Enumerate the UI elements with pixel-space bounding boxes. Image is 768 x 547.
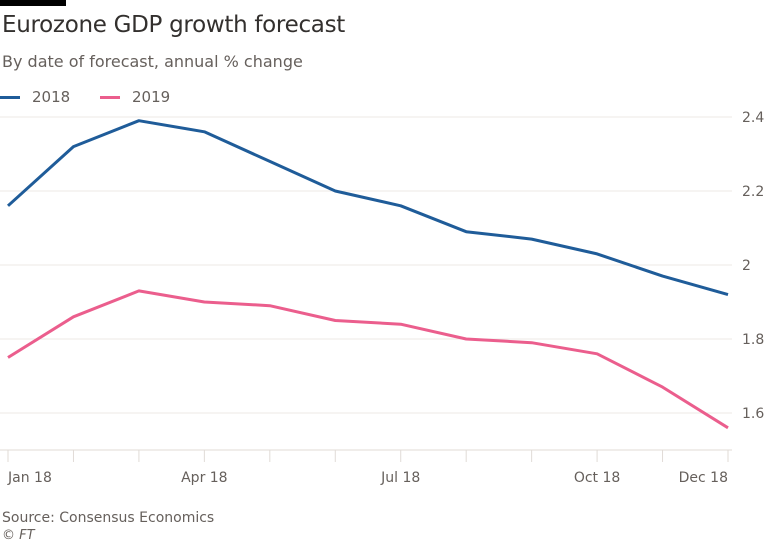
x-tick-label: Jan 18 xyxy=(7,470,52,486)
plot-area: 1.6 1.8 2 2.2 2.4 Jan 18 Apr 18 Jul 18 Oct 18 Dec… xyxy=(0,110,764,486)
legend-swatch-2018 xyxy=(0,95,20,99)
copyright: © FT xyxy=(2,528,35,543)
source-note: Source: Consensus Economics xyxy=(2,510,215,526)
x-tick-label: Apr 18 xyxy=(181,470,227,486)
chart-title: Eurozone GDP growth forecast xyxy=(2,12,345,38)
legend-swatch-2019 xyxy=(100,95,120,99)
legend-item-2019: 2019 xyxy=(100,88,170,106)
x-tick-label: Oct 18 xyxy=(574,470,620,486)
y-tick-label: 1.8 xyxy=(742,332,764,348)
y-tick-label: 2.2 xyxy=(742,184,764,200)
legend-label-2018: 2018 xyxy=(32,88,71,106)
ft-header-bar xyxy=(0,0,66,6)
x-tick-label: Dec 18 xyxy=(679,470,728,486)
legend-item-2018: 2018 xyxy=(0,88,70,106)
chart-subtitle: By date of forecast, annual % change xyxy=(2,52,303,71)
y-tick-label: 2 xyxy=(742,258,751,274)
x-tick-label: Jul 18 xyxy=(380,470,420,486)
series-line-2019 xyxy=(7,289,729,430)
y-tick-label: 2.4 xyxy=(742,110,764,126)
y-tick-label: 1.6 xyxy=(742,406,764,422)
legend-label-2019: 2019 xyxy=(132,88,171,106)
series-line-2018 xyxy=(6,119,729,297)
